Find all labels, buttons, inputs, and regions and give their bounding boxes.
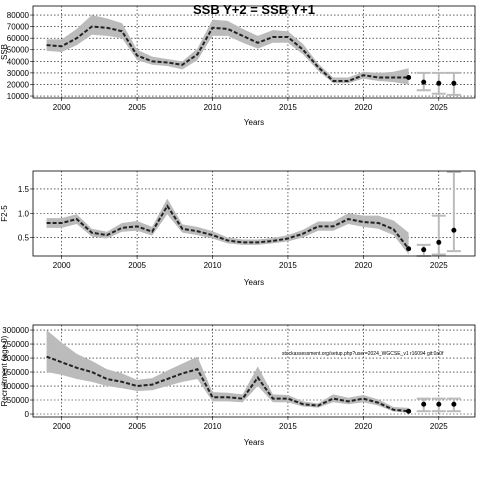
x-tick-label: 2010 — [204, 261, 222, 270]
annotation: stockassessment.org/setup.php?user=2024_… — [282, 351, 444, 357]
confidence-band — [46, 198, 409, 255]
x-tick-label: 2005 — [128, 103, 146, 112]
x-tick-label: 2025 — [430, 103, 448, 112]
y-tick-label: 300000 — [2, 326, 29, 335]
forecast-point — [451, 80, 457, 86]
last-point — [406, 246, 412, 252]
x-axis-label: Years — [244, 278, 264, 287]
y-tick-label: 150000 — [2, 368, 29, 377]
y-tick-label: 1.5 — [18, 185, 30, 194]
forecast-point — [436, 401, 442, 407]
x-tick-label: 2010 — [204, 103, 222, 112]
y-axis-label: SSB — [0, 44, 9, 60]
x-tick-label: 2020 — [354, 261, 372, 270]
x-tick-label: 2005 — [128, 261, 146, 270]
forecast-point — [421, 79, 427, 85]
y-tick-label: 80000 — [7, 11, 30, 20]
estimate-line — [46, 25, 409, 82]
last-point — [406, 408, 412, 414]
x-tick-label: 2005 — [128, 422, 146, 431]
x-tick-label: 2025 — [430, 422, 448, 431]
estimate-line — [46, 355, 409, 413]
y-tick-label: 0.5 — [18, 234, 30, 243]
x-tick-label: 2010 — [204, 422, 222, 431]
y-tick-label: 1.0 — [18, 209, 30, 218]
y-axis-label: F2-5 — [0, 205, 9, 222]
y-tick-label: 250000 — [2, 340, 29, 349]
y-tick-label: 70000 — [7, 23, 30, 32]
y-tick-label: 200000 — [2, 354, 29, 363]
plot-frame — [32, 324, 476, 418]
x-tick-label: 2000 — [53, 103, 71, 112]
chart-title: SSB Y+2 = SSB Y+1 — [193, 2, 315, 17]
last-point — [406, 75, 412, 81]
x-tick-label: 2015 — [279, 422, 297, 431]
y-tick-label: 0 — [25, 410, 30, 419]
y-tick-label: 60000 — [7, 34, 30, 43]
forecast-point — [421, 401, 427, 407]
forecast-point — [436, 239, 442, 245]
y-tick-label: 50000 — [7, 46, 30, 55]
plot-frame — [32, 5, 476, 99]
forecast-point — [451, 227, 457, 233]
plot-frame — [32, 170, 476, 257]
x-tick-label: 2025 — [430, 261, 448, 270]
y-tick-label: 30000 — [7, 69, 30, 78]
y-tick-label: 40000 — [7, 57, 30, 66]
x-tick-label: 2020 — [354, 422, 372, 431]
y-tick-label: 10000 — [7, 92, 30, 101]
x-tick-label: 2000 — [53, 261, 71, 270]
x-axis-label: Years — [244, 438, 264, 447]
y-tick-label: 50000 — [7, 396, 30, 405]
forecast-point — [436, 80, 442, 86]
x-tick-label: 2000 — [53, 422, 71, 431]
y-axis-label: Recruitment (age 0) — [0, 335, 9, 406]
x-tick-label: 2020 — [354, 103, 372, 112]
x-tick-label: 2015 — [279, 103, 297, 112]
forecast-point — [451, 401, 457, 407]
forecast-point — [421, 247, 427, 253]
y-tick-label: 20000 — [7, 80, 30, 89]
estimate-line — [46, 204, 410, 250]
confidence-band — [46, 15, 409, 85]
x-axis-label: Years — [244, 118, 264, 127]
y-tick-label: 100000 — [2, 382, 29, 391]
x-tick-label: 2015 — [279, 261, 297, 270]
